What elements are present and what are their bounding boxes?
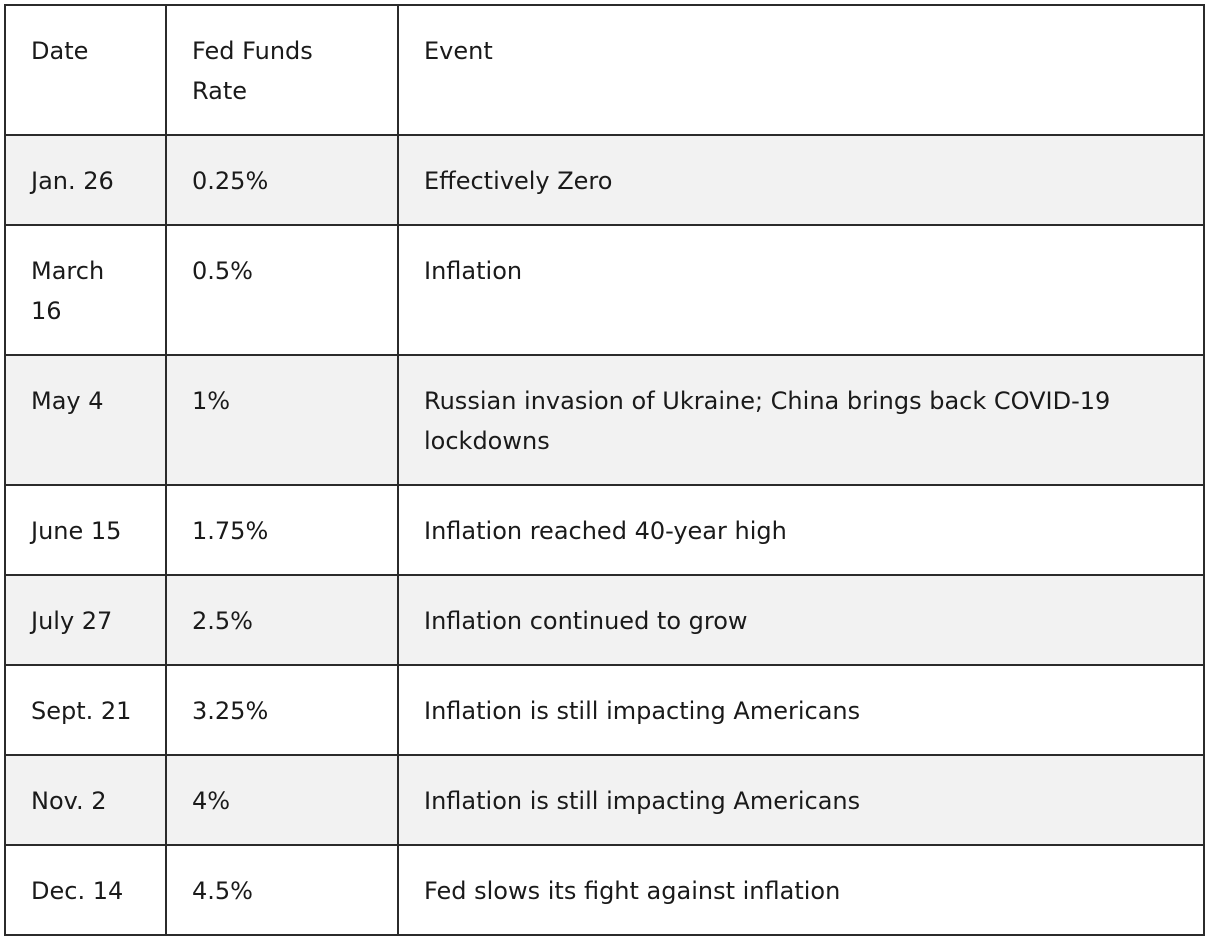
event-cell: Inflation continued to grow [397, 574, 1205, 666]
rate-cell: 1% [165, 354, 399, 486]
header-rate: Fed Funds Rate [165, 4, 399, 136]
date-cell: March 16 [4, 224, 167, 356]
date-cell: May 4 [4, 354, 167, 486]
date-cell: Dec. 14 [4, 844, 167, 936]
table-row: Sept. 21 3.25% Inflation is still impact… [4, 664, 1205, 756]
event-cell: Effectively Zero [397, 134, 1205, 226]
table-header-row: Date Fed Funds Rate Event [4, 4, 1205, 136]
event-cell: Russian invasion of Ukraine; China bring… [397, 354, 1205, 486]
table-row: March 16 0.5% Inflation [4, 224, 1205, 356]
event-cell: Inflation is still impacting Americans [397, 664, 1205, 756]
rate-cell: 3.25% [165, 664, 399, 756]
date-cell: Jan. 26 [4, 134, 167, 226]
rate-cell: 2.5% [165, 574, 399, 666]
table-row: Dec. 14 4.5% Fed slows its fight against… [4, 844, 1205, 936]
header-date: Date [4, 4, 167, 136]
rate-cell: 0.5% [165, 224, 399, 356]
event-cell: Inflation [397, 224, 1205, 356]
event-cell: Inflation is still impacting Americans [397, 754, 1205, 846]
table-row: Nov. 2 4% Inflation is still impacting A… [4, 754, 1205, 846]
event-cell: Fed slows its fight against inflation [397, 844, 1205, 936]
date-cell: July 27 [4, 574, 167, 666]
date-cell: June 15 [4, 484, 167, 576]
date-cell: Nov. 2 [4, 754, 167, 846]
event-cell: Inflation reached 40-year high [397, 484, 1205, 576]
rate-cell: 1.75% [165, 484, 399, 576]
rate-cell: 0.25% [165, 134, 399, 226]
fed-rate-table: Date Fed Funds Rate Event Jan. 26 0.25% … [4, 4, 1205, 936]
table-row: May 4 1% Russian invasion of Ukraine; Ch… [4, 354, 1205, 486]
rate-cell: 4.5% [165, 844, 399, 936]
table-row: June 15 1.75% Inflation reached 40-year … [4, 484, 1205, 576]
table-row: Jan. 26 0.25% Effectively Zero [4, 134, 1205, 226]
table-row: July 27 2.5% Inflation continued to grow [4, 574, 1205, 666]
header-event: Event [397, 4, 1205, 136]
rate-cell: 4% [165, 754, 399, 846]
date-cell: Sept. 21 [4, 664, 167, 756]
